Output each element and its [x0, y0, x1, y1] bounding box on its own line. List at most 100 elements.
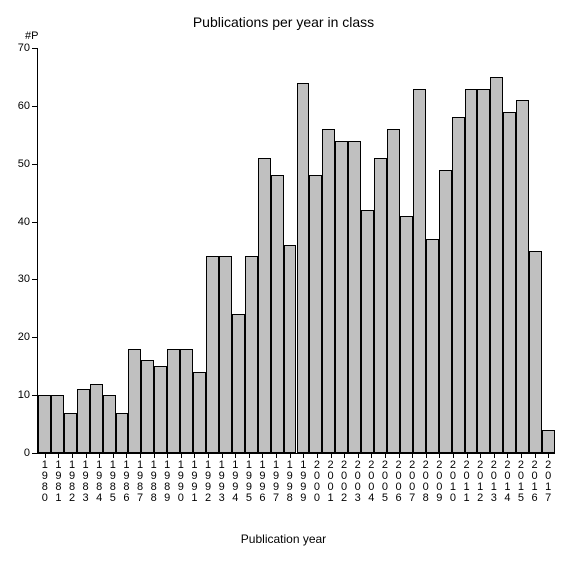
x-tick-label: 2008	[419, 460, 433, 504]
x-tick-label: 1993	[215, 460, 229, 504]
x-tick	[507, 453, 508, 458]
x-tick	[126, 453, 127, 458]
bar	[309, 175, 322, 453]
bar	[167, 349, 180, 453]
y-axis-label: #P	[25, 30, 38, 42]
x-tick	[426, 453, 427, 458]
chart-canvas: Publications per year in class #P 010203…	[0, 0, 567, 567]
bar	[258, 158, 271, 453]
x-tick	[167, 453, 168, 458]
x-tick	[521, 453, 522, 458]
x-tick	[453, 453, 454, 458]
x-tick	[99, 453, 100, 458]
x-tick	[399, 453, 400, 458]
x-tick	[290, 453, 291, 458]
x-tick-label: 2005	[378, 460, 392, 504]
x-tick-label: 2014	[501, 460, 515, 504]
x-tick-label: 1987	[133, 460, 147, 504]
x-tick-label: 1986	[120, 460, 134, 504]
x-tick	[58, 453, 59, 458]
y-tick-label: 20	[18, 331, 38, 343]
bar	[116, 413, 129, 454]
x-tick-label: 2010	[446, 460, 460, 504]
bar	[128, 349, 141, 453]
y-tick-label: 0	[24, 447, 38, 459]
bar	[335, 141, 348, 453]
x-tick	[249, 453, 250, 458]
plot-area: 0102030405060701980198119821983198419851…	[37, 48, 555, 454]
bar	[348, 141, 361, 453]
y-tick-label: 40	[18, 216, 38, 228]
bar	[51, 395, 64, 453]
bar	[38, 395, 51, 453]
x-tick	[317, 453, 318, 458]
bar	[439, 170, 452, 454]
bar	[232, 314, 245, 453]
x-tick	[385, 453, 386, 458]
bar	[271, 175, 284, 453]
x-tick-label: 2004	[365, 460, 379, 504]
x-tick	[181, 453, 182, 458]
x-tick	[371, 453, 372, 458]
x-tick-label: 1983	[79, 460, 93, 504]
x-tick-label: 1990	[174, 460, 188, 504]
bar	[245, 256, 258, 453]
bar	[206, 256, 219, 453]
bar	[426, 239, 439, 453]
x-tick-label: 1992	[201, 460, 215, 504]
x-tick-label: 1984	[92, 460, 106, 504]
chart-title: Publications per year in class	[0, 14, 567, 30]
x-tick-label: 1991	[188, 460, 202, 504]
y-tick-label: 50	[18, 158, 38, 170]
x-tick	[208, 453, 209, 458]
x-tick-label: 2002	[337, 460, 351, 504]
x-axis-title: Publication year	[0, 532, 567, 546]
bar	[477, 89, 490, 454]
bar	[452, 117, 465, 453]
bar	[141, 360, 154, 453]
x-tick-label: 2012	[473, 460, 487, 504]
x-tick	[467, 453, 468, 458]
bar	[400, 216, 413, 453]
bar	[516, 100, 529, 453]
bar	[387, 129, 400, 453]
x-tick-label: 2007	[405, 460, 419, 504]
x-tick-label: 1999	[297, 460, 311, 504]
bar	[180, 349, 193, 453]
x-tick	[344, 453, 345, 458]
bar	[465, 89, 478, 454]
bar	[284, 245, 297, 453]
x-tick	[154, 453, 155, 458]
y-tick-label: 10	[18, 389, 38, 401]
bar	[297, 83, 310, 453]
x-tick	[358, 453, 359, 458]
x-tick-label: 2011	[460, 460, 474, 504]
x-tick-label: 2015	[514, 460, 528, 504]
x-tick-label: 1995	[242, 460, 256, 504]
x-tick-label: 1985	[106, 460, 120, 504]
x-tick	[45, 453, 46, 458]
bar	[77, 389, 90, 453]
bar	[542, 430, 555, 453]
x-tick-label: 2017	[541, 460, 555, 504]
x-tick	[262, 453, 263, 458]
bar	[322, 129, 335, 453]
x-tick-label: 1997	[269, 460, 283, 504]
x-tick-label: 2013	[487, 460, 501, 504]
x-tick	[331, 453, 332, 458]
bar	[374, 158, 387, 453]
y-tick-label: 30	[18, 273, 38, 285]
x-tick	[439, 453, 440, 458]
x-tick-label: 1989	[160, 460, 174, 504]
x-tick-label: 2006	[392, 460, 406, 504]
x-tick	[222, 453, 223, 458]
bar	[503, 112, 516, 453]
x-tick-label: 2003	[351, 460, 365, 504]
bar	[64, 413, 77, 454]
y-tick-label: 60	[18, 100, 38, 112]
x-tick	[494, 453, 495, 458]
bar	[219, 256, 232, 453]
x-tick-label: 1988	[147, 460, 161, 504]
bar	[490, 77, 503, 453]
x-tick	[194, 453, 195, 458]
